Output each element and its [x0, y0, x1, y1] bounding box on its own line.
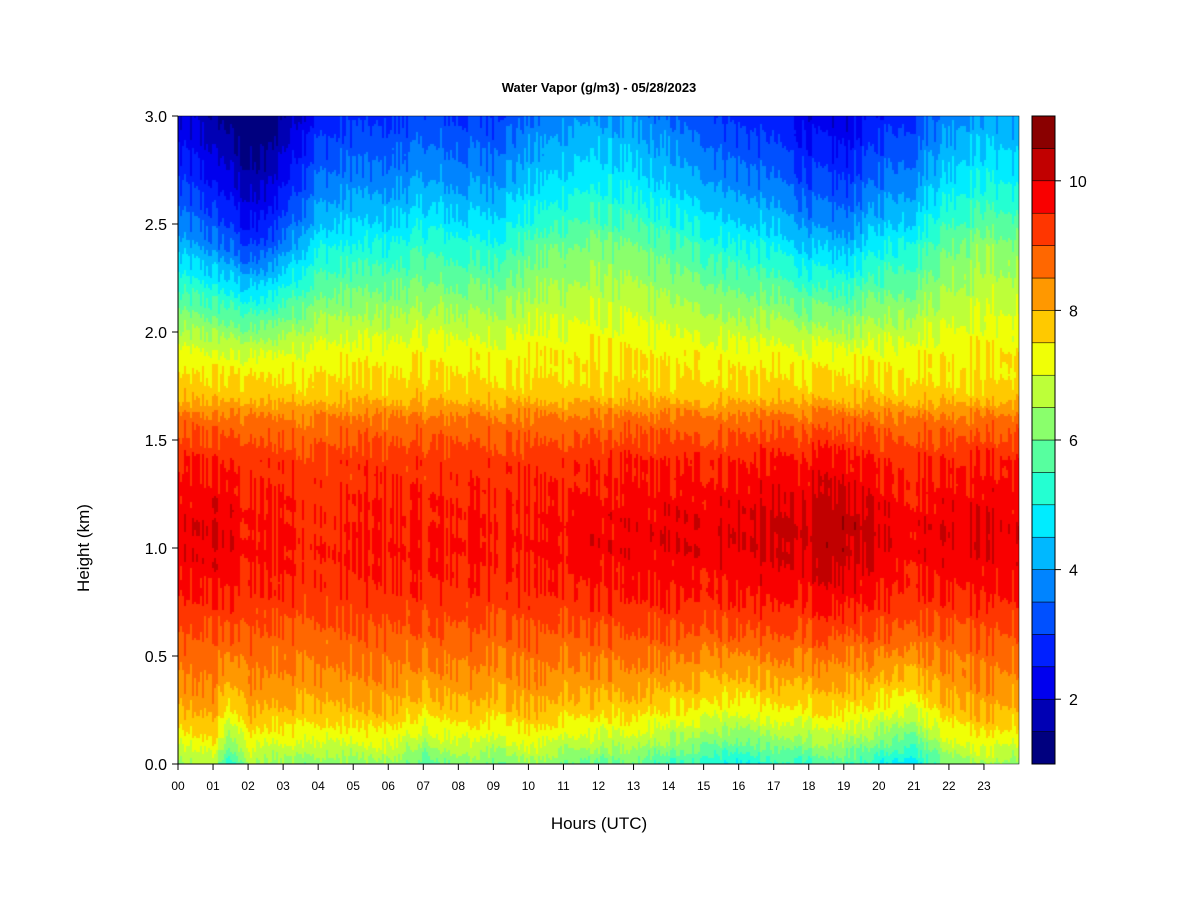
x-tick-label: 03 [276, 779, 290, 793]
colorbar-swatch [1031, 634, 1056, 668]
x-tick-label: 16 [732, 779, 746, 793]
heatmap-image [178, 116, 1019, 764]
colorbar-tick-label: 4 [1069, 563, 1078, 580]
colorbar-tick-label: 6 [1069, 433, 1078, 450]
colorbar-swatch [1031, 439, 1056, 473]
x-tick-label: 00 [171, 779, 185, 793]
x-tick-label: 18 [802, 779, 816, 793]
x-tick-label: 20 [872, 779, 886, 793]
colorbar-swatch [1031, 148, 1056, 182]
y-tick-label: 0.5 [145, 649, 167, 666]
colorbar-swatch [1031, 601, 1056, 635]
colorbar-swatch [1031, 180, 1056, 214]
colorbar-tick-label: 10 [1069, 174, 1087, 191]
x-tick-label: 06 [382, 779, 396, 793]
colorbar-swatch [1031, 310, 1056, 344]
x-tick-label: 04 [311, 779, 325, 793]
x-axis-title: Hours (UTC) [551, 814, 647, 833]
colorbar-swatch [1031, 115, 1056, 149]
x-tick-label: 23 [977, 779, 991, 793]
x-tick-label: 08 [452, 779, 466, 793]
y-tick-label: 3.0 [145, 109, 167, 126]
x-tick-label: 05 [347, 779, 361, 793]
x-tick-label: 09 [487, 779, 501, 793]
colorbar-swatch [1031, 731, 1056, 765]
x-tick-label: 21 [907, 779, 921, 793]
colorbar-swatch [1031, 245, 1056, 279]
x-tick-label: 19 [837, 779, 851, 793]
heatmap-plot-area [177, 115, 1020, 765]
y-axis-title: Height (km) [74, 504, 93, 592]
x-tick-label: 10 [522, 779, 536, 793]
x-tick-label: 14 [662, 779, 676, 793]
x-tick-label: 02 [241, 779, 255, 793]
x-tick-label: 11 [557, 779, 570, 793]
x-tick-label: 22 [942, 779, 956, 793]
x-tick-label: 01 [206, 779, 220, 793]
x-tick-label: 07 [417, 779, 431, 793]
chart-title: Water Vapor (g/m3) - 05/28/2023 [502, 80, 697, 95]
colorbar-swatch [1031, 569, 1056, 603]
colorbar-swatch [1031, 374, 1056, 408]
y-axis: 0.0 0.5 1.0 1.5 2.0 2.5 3.0 [145, 109, 179, 774]
colorbar-swatch [1031, 212, 1056, 246]
colorbar-swatch [1031, 536, 1056, 570]
colorbar-tick-label: 2 [1069, 692, 1078, 709]
y-tick-label: 2.0 [145, 325, 167, 342]
colorbar: 2 4 6 8 10 [1031, 115, 1087, 765]
x-tick-label: 15 [697, 779, 711, 793]
x-axis: 00 01 02 03 04 05 06 07 08 09 10 11 12 13 14 15 16 17 18 19… [171, 763, 991, 793]
colorbar-swatch [1031, 504, 1056, 538]
colorbar-swatch [1031, 666, 1056, 700]
y-tick-label: 1.5 [145, 433, 167, 450]
colorbar-swatch [1031, 342, 1056, 376]
x-tick-label: 13 [627, 779, 641, 793]
colorbar-swatch [1031, 277, 1056, 311]
x-tick-label: 17 [767, 779, 781, 793]
colorbar-tick-label: 8 [1069, 303, 1078, 320]
y-tick-label: 0.0 [145, 757, 167, 774]
x-tick-label: 12 [592, 779, 606, 793]
colorbar-swatch [1031, 698, 1056, 732]
y-tick-label: 2.5 [145, 217, 167, 234]
y-tick-label: 1.0 [145, 541, 167, 558]
colorbar-swatch [1031, 407, 1056, 441]
colorbar-swatch [1031, 472, 1056, 506]
